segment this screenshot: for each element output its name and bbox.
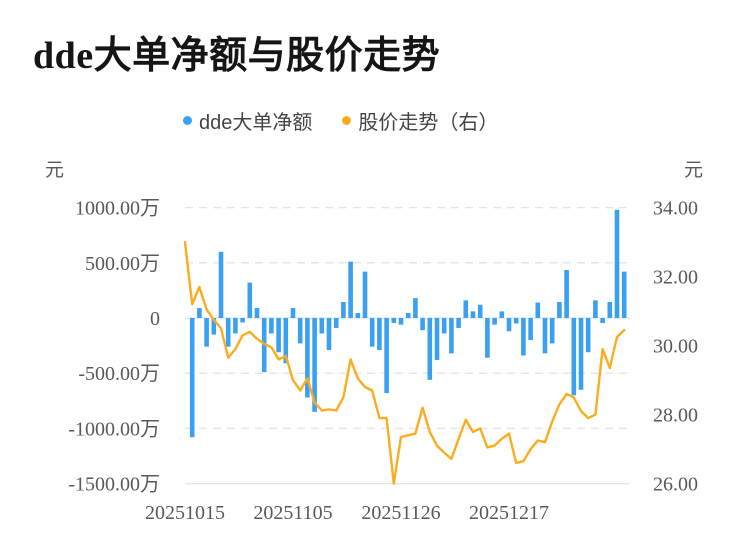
bar-series-dot-icon	[183, 116, 192, 125]
bar[interactable]	[485, 318, 490, 358]
bar[interactable]	[189, 318, 195, 438]
bar[interactable]	[600, 318, 605, 323]
bar[interactable]	[434, 318, 440, 360]
bar[interactable]	[441, 318, 447, 334]
bar[interactable]	[355, 313, 361, 318]
bar[interactable]	[405, 313, 411, 318]
bar[interactable]	[319, 318, 325, 334]
bar[interactable]	[348, 261, 353, 318]
bar[interactable]	[290, 308, 296, 318]
bar[interactable]	[492, 318, 497, 325]
legend-item-price-trend[interactable]: 股价走势（右）	[342, 106, 498, 135]
bar[interactable]	[218, 251, 224, 318]
x-axis-tick-label: 20251105	[253, 502, 332, 524]
bar[interactable]	[521, 318, 526, 356]
page-title: dde大单净额与股价走势	[33, 35, 441, 77]
bar[interactable]	[542, 318, 548, 354]
bar[interactable]	[470, 311, 476, 318]
bar[interactable]	[333, 318, 339, 328]
right-axis-tick-label: 26.00	[653, 474, 698, 496]
left-axis-tick-label: -1500.00万	[68, 474, 160, 496]
legend-label-price-trend: 股价走势（右）	[358, 112, 499, 134]
bar[interactable]	[240, 318, 245, 323]
left-axis-tick-label: 500.00万	[85, 253, 160, 275]
bar[interactable]	[225, 318, 231, 347]
bar[interactable]	[413, 298, 418, 318]
bar[interactable]	[477, 304, 483, 318]
right-axis-tick-label: 32.00	[653, 267, 698, 289]
bar[interactable]	[247, 282, 253, 318]
bar[interactable]	[499, 311, 505, 318]
bar[interactable]	[362, 271, 368, 318]
bar[interactable]	[283, 318, 289, 364]
bar[interactable]	[593, 300, 598, 318]
bar[interactable]	[312, 318, 317, 412]
bar[interactable]	[326, 318, 332, 351]
bar[interactable]	[211, 318, 217, 335]
bar[interactable]	[506, 318, 512, 332]
bar[interactable]	[549, 318, 555, 344]
bar[interactable]	[557, 301, 562, 318]
bar[interactable]	[585, 318, 591, 353]
bar[interactable]	[513, 318, 519, 324]
bar[interactable]	[449, 318, 454, 354]
bar[interactable]	[535, 302, 541, 318]
left-axis-tick-label: 0	[150, 308, 160, 330]
bar[interactable]	[233, 318, 238, 334]
bar[interactable]	[391, 318, 397, 323]
bar[interactable]	[254, 308, 260, 318]
left-axis-tick-label: -1000.00万	[68, 418, 160, 440]
legend-label-dde-net: dde大单净额	[199, 112, 313, 134]
x-axis-tick-label: 20251217	[469, 502, 549, 524]
bar[interactable]	[420, 318, 425, 331]
bar[interactable]	[197, 308, 202, 318]
bar[interactable]	[204, 318, 209, 347]
bar[interactable]	[305, 318, 310, 398]
right-axis-tick-label: 28.00	[653, 405, 698, 427]
x-axis-tick-label: 20251015	[145, 502, 225, 524]
right-axis-unit-label: 元	[684, 160, 704, 181]
x-axis-tick-label: 20251126	[361, 502, 440, 524]
left-axis-tick-label: -500.00万	[78, 363, 160, 385]
bar[interactable]	[564, 269, 569, 318]
bar[interactable]	[621, 271, 627, 318]
price-line[interactable]	[183, 240, 626, 485]
right-axis-tick-label: 30.00	[653, 336, 698, 358]
bar[interactable]	[427, 318, 433, 380]
bar[interactable]	[276, 318, 281, 353]
right-axis-tick-label: 34.00	[653, 198, 698, 220]
legend-item-dde-net[interactable]: dde大单净额	[183, 106, 312, 135]
bar[interactable]	[614, 209, 620, 318]
bar[interactable]	[607, 301, 613, 318]
left-axis-unit-label: 元	[45, 160, 65, 181]
bar[interactable]	[456, 318, 461, 328]
bar[interactable]	[578, 318, 584, 390]
bar[interactable]	[398, 318, 404, 325]
bar[interactable]	[369, 318, 375, 347]
bar[interactable]	[377, 318, 382, 351]
bar[interactable]	[463, 300, 469, 318]
bar[interactable]	[341, 301, 346, 318]
bar[interactable]	[571, 318, 577, 396]
bar[interactable]	[384, 318, 389, 394]
left-axis-tick-label: 1000.00万	[75, 198, 160, 220]
bar[interactable]	[297, 318, 303, 344]
line-series-dot-icon	[342, 116, 352, 125]
legend: dde大单净额 股价走势（右）	[183, 106, 498, 135]
bar[interactable]	[528, 318, 533, 341]
bar[interactable]	[269, 318, 274, 334]
